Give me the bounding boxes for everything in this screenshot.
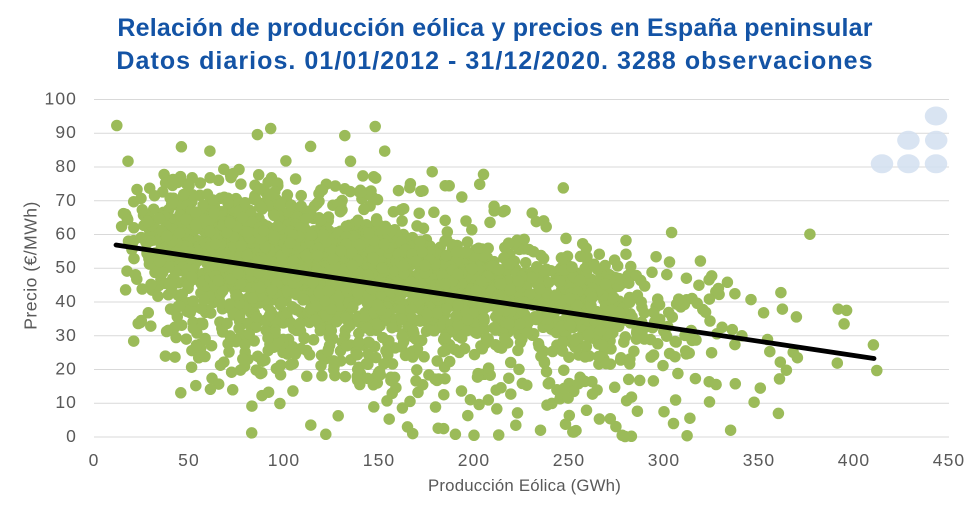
svg-text:Producción Eólica (GWh): Producción Eólica (GWh) <box>428 476 621 495</box>
svg-text:50: 50 <box>178 450 200 470</box>
svg-text:250: 250 <box>553 450 586 470</box>
svg-text:80: 80 <box>55 156 77 176</box>
svg-text:100: 100 <box>268 450 301 470</box>
svg-text:400: 400 <box>838 450 871 470</box>
svg-text:0: 0 <box>66 426 77 446</box>
svg-text:300: 300 <box>648 450 681 470</box>
svg-text:100: 100 <box>45 89 78 109</box>
svg-text:450: 450 <box>933 450 966 470</box>
svg-text:50: 50 <box>55 257 77 277</box>
svg-text:150: 150 <box>363 450 396 470</box>
svg-text:90: 90 <box>55 122 77 142</box>
svg-text:30: 30 <box>55 325 77 345</box>
svg-text:200: 200 <box>458 450 491 470</box>
svg-text:0: 0 <box>89 450 100 470</box>
svg-text:60: 60 <box>55 224 77 244</box>
svg-text:20: 20 <box>55 359 77 379</box>
svg-text:Precio (€/MWh): Precio (€/MWh) <box>21 201 41 330</box>
svg-text:40: 40 <box>55 291 77 311</box>
svg-text:350: 350 <box>743 450 776 470</box>
svg-text:10: 10 <box>55 392 77 412</box>
svg-text:70: 70 <box>55 190 77 210</box>
